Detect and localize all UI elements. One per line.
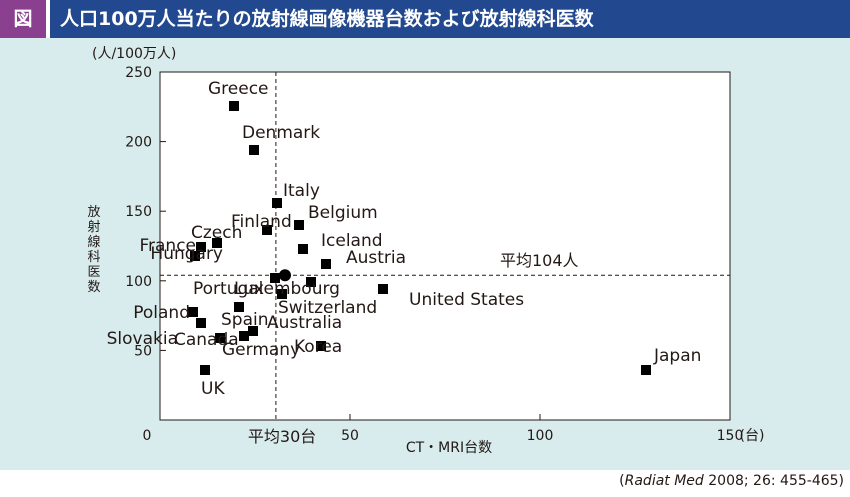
point-finland-label: Finland	[231, 212, 292, 232]
point-austria-label: Austria	[346, 248, 406, 268]
point-portugal-label: Portugal	[193, 279, 263, 299]
point-luxembourg-label: Luxembourg	[234, 279, 340, 299]
y-tick-label: 100	[125, 274, 152, 290]
y-tick-label: 250	[125, 65, 152, 81]
x-axis-label: CT・MRI台数	[406, 440, 492, 456]
source-citation: (Radiat Med 2008; 26: 455-465)	[619, 473, 844, 489]
source-prefix: (	[619, 473, 625, 489]
y-axis-unit: (人/100万人)	[92, 46, 176, 62]
y-tick-label: 150	[125, 204, 152, 220]
point-poland-label: Poland	[133, 303, 190, 323]
mean-y-label: 平均104人	[500, 251, 579, 270]
point-belgium-label: Belgium	[308, 203, 378, 223]
point-united-states-label: United States	[409, 290, 524, 310]
plot-area	[159, 71, 731, 421]
point-belgium	[294, 220, 304, 230]
point-australia	[248, 326, 258, 336]
point-denmark	[249, 145, 259, 155]
point-spain-label: Spain	[221, 310, 269, 330]
point-iceland	[298, 244, 308, 254]
point-hungary	[190, 251, 200, 261]
data-points	[188, 101, 651, 375]
figure-badge: 図	[0, 0, 46, 38]
source-rest: 2008; 26: 455-465)	[703, 473, 844, 489]
point-switzerland-label: Switzerland	[278, 298, 377, 318]
point-korea-label: Korea	[294, 337, 342, 357]
y-axis-label-char: 数	[87, 280, 100, 295]
point-czech	[212, 238, 222, 248]
y-axis-label-char: 射	[87, 219, 100, 235]
point-czech-label: Czech	[191, 223, 242, 243]
y-tick-label: 200	[125, 135, 152, 151]
reference-lines: 平均30台 平均104人	[160, 72, 730, 446]
y-tick-label: 50	[134, 343, 152, 359]
mean-x-label: 平均30台	[248, 427, 316, 446]
point-luxembourg	[306, 277, 316, 287]
point-austria	[321, 259, 331, 269]
point-slovakia-label: Slovakia	[107, 329, 178, 349]
point-germany-label: Germany	[222, 340, 300, 360]
header: 図 人口100万人当たりの放射線画像機器台数および放射線科医数	[0, 0, 850, 38]
point-poland	[188, 307, 198, 317]
x-tick-label: 100	[527, 428, 554, 444]
point-japan	[641, 365, 651, 375]
y-axis-label-char: 科	[87, 250, 100, 265]
axes: 50 100 150 200 250 0 50 100 150 (人/100万人) 放射線科医数 CT…	[87, 46, 764, 456]
point-spain	[234, 302, 244, 312]
x-tick-label: 50	[341, 428, 359, 444]
y-axis-label-char: 放	[87, 205, 100, 220]
point-switzerland	[277, 289, 287, 299]
x-tick-label: 0	[143, 428, 152, 444]
data-labels: Greece Denmark Italy Finland Belgium CzechFra…	[107, 79, 702, 399]
point-australia-label: Australia	[267, 313, 342, 333]
point-greece	[229, 101, 239, 111]
point-italy-label: Italy	[283, 181, 320, 201]
y-axis-label-char: 医	[87, 265, 100, 280]
mean-point	[279, 269, 291, 282]
point-france	[196, 242, 206, 252]
point-greece-label: Greece	[208, 79, 269, 99]
point-uk	[200, 365, 210, 375]
point-denmark-label: Denmark	[242, 123, 320, 143]
point-italy	[272, 198, 282, 208]
point-korea	[316, 341, 326, 351]
y-axis-label-char: 線	[87, 234, 100, 250]
chart-panel: 50 100 150 200 250 0 50 100 150 (人/100万人) 放射線科医数 CT…	[0, 38, 850, 470]
point-portugal	[270, 273, 280, 283]
scatter-chart: 50 100 150 200 250 0 50 100 150 (人/100万人) 放射線科医数 CT…	[87, 46, 764, 456]
point-united-states	[378, 284, 388, 294]
point-canada	[196, 318, 206, 328]
page-title: 人口100万人当たりの放射線画像機器台数および放射線科医数	[50, 0, 850, 38]
point-hungary-label: Hungary	[150, 244, 223, 264]
point-france-label: France	[139, 236, 196, 256]
source-journal: Radiat Med	[624, 473, 704, 489]
point-finland	[262, 225, 272, 235]
point-japan-label: Japan	[653, 346, 701, 366]
point-uk-label: UK	[201, 379, 225, 399]
point-germany	[239, 331, 249, 341]
x-axis-unit: (台)	[740, 428, 765, 444]
point-iceland-label: Iceland	[321, 231, 383, 251]
point-slovakia	[215, 333, 225, 343]
x-tick-label: 150	[717, 428, 744, 444]
point-canada-label: Canada	[174, 330, 239, 350]
